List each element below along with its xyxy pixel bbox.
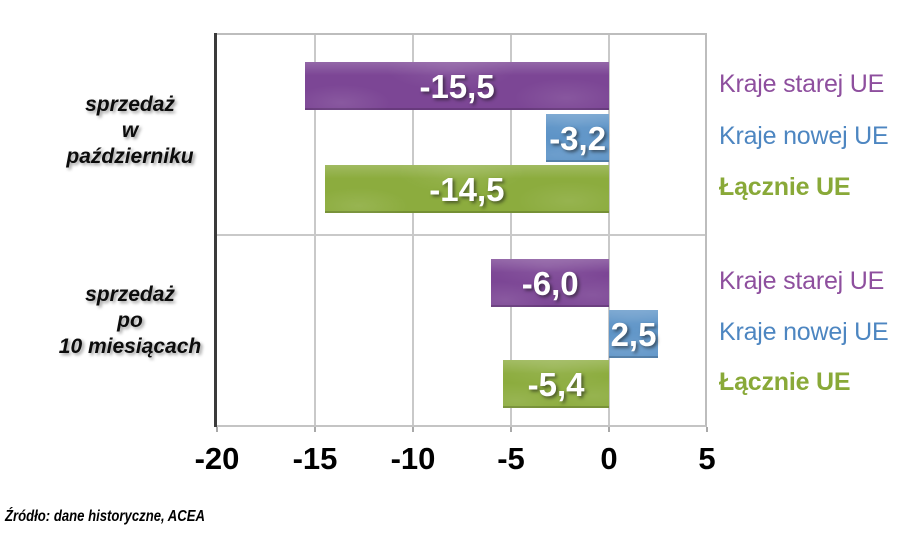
legend-label-total-eu-october: Łącznie UE bbox=[719, 172, 851, 201]
legend-label-new-eu-october: Kraje nowej UE bbox=[719, 121, 889, 150]
group-label-line: po bbox=[117, 309, 143, 332]
y-axis-spine bbox=[214, 33, 217, 427]
x-tick-label: -10 bbox=[390, 441, 436, 476]
group-label-line: sprzedaż bbox=[85, 283, 175, 306]
group-label-october: sprzedaż w październiku bbox=[30, 92, 230, 170]
bar-value-label: -5,4 bbox=[527, 365, 585, 403]
bar-new-eu-october: -3,2 bbox=[546, 114, 609, 162]
bar-value-label: -3,2 bbox=[549, 119, 607, 157]
legend-label-new-eu-10-months: Kraje nowej UE bbox=[719, 317, 889, 346]
group-label-line: sprzedaż bbox=[85, 93, 175, 116]
x-tick-label: -5 bbox=[497, 441, 525, 476]
legend-label-total-eu-10-months: Łącznie UE bbox=[719, 367, 851, 396]
group-label-line: październiku bbox=[66, 145, 194, 168]
group-label-line: w bbox=[121, 119, 139, 142]
x-tick-mark bbox=[510, 427, 512, 432]
bar-new-eu-10-months: 2,5 bbox=[609, 310, 658, 358]
bar-old-eu-10-months: -6,0 bbox=[491, 259, 609, 307]
x-tick-mark bbox=[412, 427, 414, 432]
bar-old-eu-october: -15,5 bbox=[305, 62, 609, 110]
bar-value-label: 2,5 bbox=[610, 315, 657, 353]
gridline--15 bbox=[314, 35, 316, 425]
x-tick-label: 0 bbox=[600, 441, 618, 476]
bar-value-label: -6,0 bbox=[521, 264, 579, 302]
source-note: Źródło: dane historyczne, ACEA bbox=[5, 508, 205, 525]
plot-area: -15,5 -3,2 -14,5 -6,0 2,5 -5,4 bbox=[217, 33, 707, 427]
bar-total-eu-october: -14,5 bbox=[324, 165, 609, 213]
legend-label-old-eu-10-months: Kraje starej UE bbox=[719, 266, 885, 295]
x-tick-label: 5 bbox=[698, 441, 716, 476]
x-tick-mark bbox=[608, 427, 610, 432]
legend-label-old-eu-october: Kraje starej UE bbox=[719, 69, 885, 98]
x-tick-label: -15 bbox=[292, 441, 338, 476]
gridline--10 bbox=[412, 35, 414, 425]
x-tick-label: -20 bbox=[194, 441, 240, 476]
x-tick-mark bbox=[216, 427, 218, 432]
x-tick-mark bbox=[706, 427, 708, 432]
group-label-line: 10 miesiącach bbox=[58, 335, 202, 358]
x-tick-mark bbox=[314, 427, 316, 432]
bar-value-label: -15,5 bbox=[419, 67, 495, 105]
group-separator-line bbox=[217, 234, 705, 236]
bar-total-eu-10-months: -5,4 bbox=[503, 360, 609, 408]
gridline-0 bbox=[608, 35, 610, 425]
gridline--5 bbox=[510, 35, 512, 425]
bar-value-label: -14,5 bbox=[429, 170, 505, 208]
group-label-10-months: sprzedaż po 10 miesiącach bbox=[30, 282, 230, 360]
